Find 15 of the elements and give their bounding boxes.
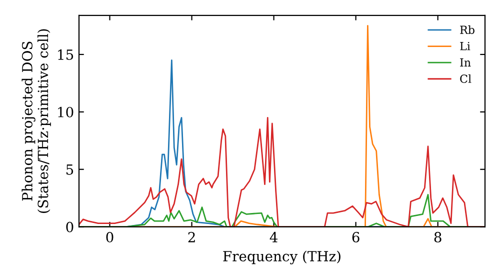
legend-label: In xyxy=(460,58,471,66)
legend-label: Rb xyxy=(460,25,474,34)
x-tick-label: 0 xyxy=(106,232,114,242)
y-axis-title: Phonon projected DOS (States/THz·primitive cell) xyxy=(22,29,51,213)
y-tick-label: 0 xyxy=(66,222,74,232)
x-tick-label: 4 xyxy=(270,232,278,242)
x-axis-title: Frequency (THz) xyxy=(223,250,340,264)
legend-label: Li xyxy=(460,42,470,50)
x-tick-label: 8 xyxy=(434,232,442,242)
x-tick-label: 2 xyxy=(188,232,195,242)
legend-label: Cl xyxy=(460,74,472,83)
x-tick-label: 6 xyxy=(352,232,360,242)
y-tick-label: 5 xyxy=(66,164,74,175)
y-tick-label: 15 xyxy=(58,49,74,60)
y-tick-label: 10 xyxy=(58,106,74,118)
